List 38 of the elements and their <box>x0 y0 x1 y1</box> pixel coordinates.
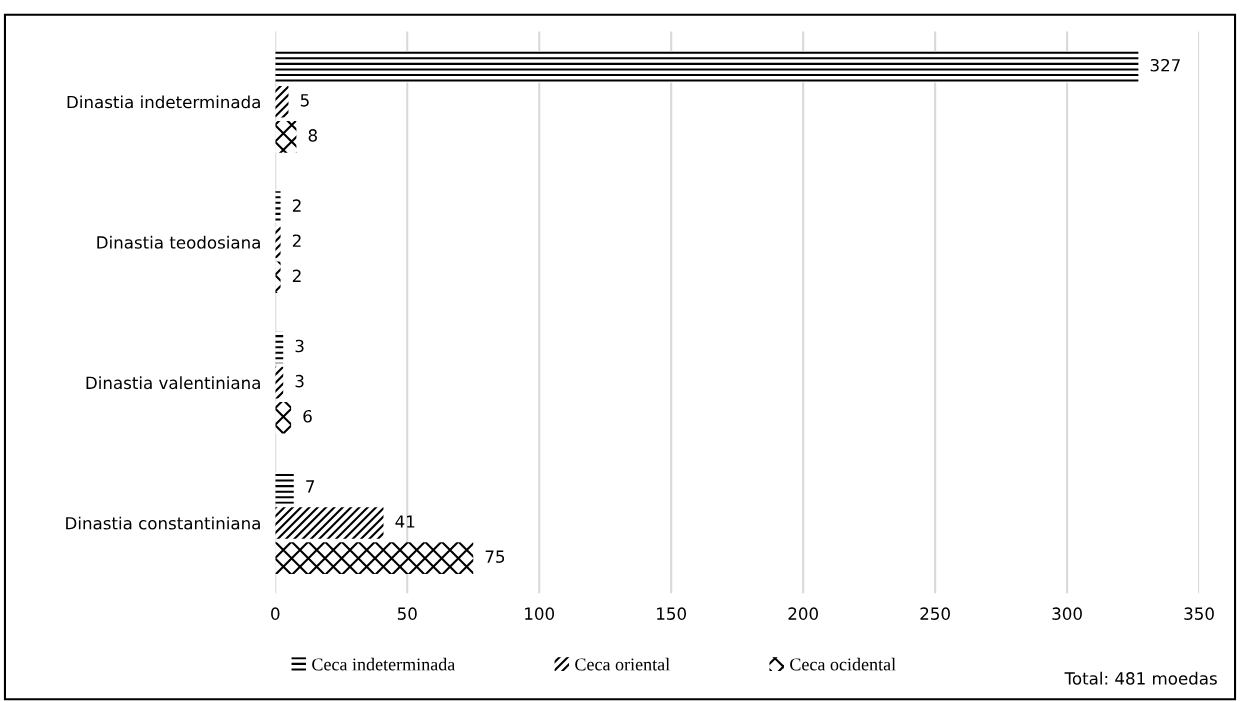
y-tick-label: Dinastia valentiniana <box>86 376 260 390</box>
bar <box>275 226 281 258</box>
x-tick-label: 150 <box>657 607 686 620</box>
data-label: 8 <box>308 129 317 142</box>
data-label: 3 <box>295 339 304 353</box>
data-label: 75 <box>485 550 505 563</box>
data-label: 327 <box>1150 58 1180 72</box>
data-label: 2 <box>292 269 301 282</box>
text: Total: 481 moedas <box>1064 671 1217 685</box>
data-label: 3 <box>295 374 304 388</box>
bar <box>275 472 294 504</box>
bar <box>275 507 384 539</box>
data-label: 6 <box>303 409 312 423</box>
bar <box>275 191 281 223</box>
bar <box>275 121 297 153</box>
bar <box>275 50 1139 83</box>
data-label: 7 <box>306 480 315 493</box>
y-tick-label: Dinastia teodosiana <box>97 235 260 249</box>
legend-label: Ceca indeterminada <box>312 657 456 671</box>
x-tick-label: 250 <box>920 607 950 620</box>
data-label: 2 <box>292 199 301 212</box>
x-tick-label: 200 <box>788 607 818 620</box>
x-tick-label: 0 <box>271 607 280 620</box>
y-tick-label: Dinastia indeterminada <box>67 95 260 109</box>
legend-label: Ceca oriental <box>575 657 670 671</box>
data-label: 2 <box>292 234 301 247</box>
bar <box>275 261 281 294</box>
x-tick-label: 300 <box>1052 607 1082 620</box>
bar <box>275 401 292 434</box>
bar <box>275 542 474 574</box>
x-tick-label: 350 <box>1184 607 1214 620</box>
legend-label: Ceca ocidental <box>790 657 896 671</box>
data-label: 41 <box>395 515 415 528</box>
bar <box>275 85 289 118</box>
data-label: 5 <box>300 94 309 107</box>
x-tick-label: 50 <box>397 607 417 620</box>
y-tick-label: Dinastia constantiniana <box>66 516 260 530</box>
x-tick-label: 100 <box>525 607 555 620</box>
